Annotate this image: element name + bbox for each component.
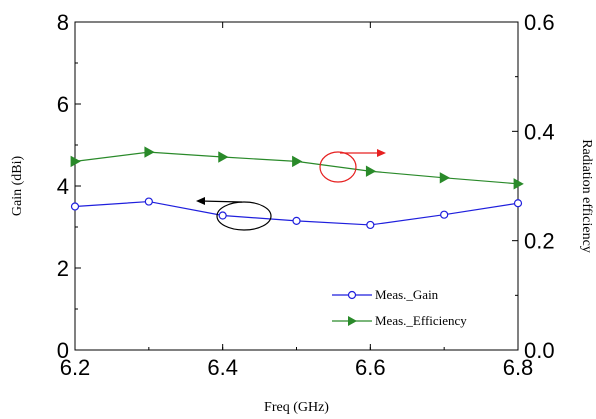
gain-data-point — [366, 220, 375, 230]
efficiency-data-point — [513, 178, 524, 190]
legend-label-1: Meas._Efficiency — [375, 313, 467, 328]
x-tick-label: 6.6 — [355, 355, 386, 380]
left-y-tick-label: 0 — [57, 338, 69, 363]
right-y-tick-label: 0.4 — [524, 119, 555, 144]
left-y-tick-label: 8 — [57, 10, 69, 35]
x-tick-label: 6.8 — [503, 355, 534, 380]
efficiency-data-point — [144, 146, 155, 158]
right-y-tick-label: 0.6 — [524, 10, 555, 35]
x-axis-ticks: 6.2 6.4 6.6 6.8 — [60, 22, 534, 380]
efficiency-data-point — [292, 155, 303, 168]
gain-data-point — [218, 211, 227, 220]
x-axis-title: Freq (GHz) — [264, 400, 329, 415]
efficiency-data-point — [439, 172, 450, 184]
left-y-tick-label: 4 — [57, 174, 69, 199]
efficiency-data-point — [365, 165, 377, 177]
legend-marker-efficiency — [348, 316, 357, 326]
gain-data-point — [292, 216, 301, 225]
left-axis-indicator-arrow-head — [196, 197, 205, 205]
right-y-tick-label: 0.2 — [524, 229, 555, 254]
plot-frame — [74, 21, 519, 351]
left-axis-indicator-ellipse — [216, 201, 272, 231]
x-tick-label: 6.2 — [60, 355, 91, 380]
right-axis-title: Radiation efficiency — [579, 139, 594, 253]
left-y-tick-label: 2 — [57, 256, 69, 281]
efficiency-data-point — [70, 155, 81, 168]
legend: Meas._Gain Meas._Efficiency — [332, 287, 467, 328]
right-axis-indicator-arrow-head — [377, 149, 386, 157]
gain-data-point — [144, 197, 153, 206]
legend-label-0: Meas._Gain — [375, 287, 439, 302]
legend-marker-gain — [347, 290, 357, 300]
gain-data-point — [513, 199, 523, 208]
left-axis-ticks: 0 2 4 6 8 — [57, 10, 81, 363]
left-axis-title: Gain (dBi) — [10, 156, 25, 217]
right-axis-ticks: 0.0 0.2 0.4 0.6 — [512, 10, 555, 363]
gain-data-point — [70, 202, 80, 211]
plot-border — [74, 21, 519, 351]
right-axis-indicator-ellipse — [319, 151, 357, 183]
series-line-1 — [74, 151, 519, 185]
series-layer — [70, 146, 524, 230]
left-y-tick-label: 6 — [57, 92, 69, 117]
gain-data-point — [440, 210, 449, 219]
right-y-tick-label: 0.0 — [524, 338, 555, 363]
left-axis-indicator-arrow-shaft — [199, 200, 243, 203]
annotation-layer — [196, 149, 386, 231]
x-tick-label: 6.4 — [207, 355, 238, 380]
efficiency-data-point — [218, 151, 229, 163]
